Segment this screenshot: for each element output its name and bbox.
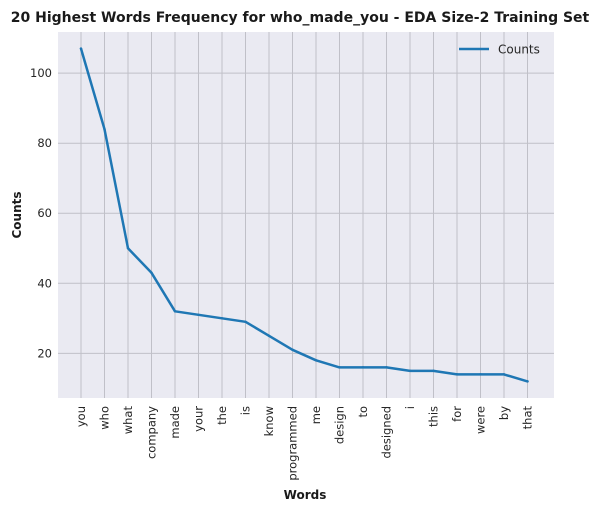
x-tick-label: by: [497, 406, 511, 420]
y-axis-label: Counts: [10, 191, 24, 238]
data-point-company: [150, 271, 153, 274]
y-tick-label: 40: [37, 276, 52, 290]
x-tick-label: designed: [380, 406, 394, 459]
series-line-counts: [79, 47, 529, 383]
x-tick-label: design: [333, 406, 347, 444]
x-tick-label: programmed: [286, 406, 300, 481]
data-point-i: [408, 369, 412, 373]
x-tick-label: what: [121, 406, 135, 435]
chart-title: 20 Highest Words Frequency for who_made_…: [11, 10, 590, 26]
x-tick-label: who: [98, 406, 112, 430]
legend-label-counts: Counts: [498, 43, 540, 57]
data-point-the: [220, 317, 224, 320]
data-point-is: [244, 320, 247, 324]
x-tick-label: i: [403, 406, 417, 409]
x-tick-label: company: [145, 406, 159, 459]
x-tick-label: to: [356, 406, 370, 418]
x-axis-label: Words: [284, 488, 327, 502]
x-tick-label: made: [168, 406, 182, 439]
y-tick-labels: 20 40 60 80 100: [30, 66, 52, 360]
y-tick-label: 20: [37, 346, 52, 360]
data-point-who: [103, 127, 106, 131]
data-point-programmed: [291, 348, 294, 352]
x-tick-label: know: [262, 406, 276, 436]
x-tick-label: is: [239, 406, 253, 415]
legend: Counts: [459, 43, 540, 57]
x-tick-label: you: [74, 406, 88, 427]
plot-area: [58, 32, 554, 398]
data-point-this: [432, 369, 435, 373]
data-point-design: [338, 366, 341, 369]
x-tick-label: me: [309, 406, 323, 424]
x-tick-label: that: [521, 406, 535, 430]
data-point-know: [267, 334, 271, 338]
y-tick-label: 100: [30, 66, 52, 80]
data-point-you: [79, 47, 83, 50]
x-tick-labels: you who what company made your the is know progra…: [74, 406, 535, 481]
data-point-made: [173, 310, 177, 313]
data-point-designed: [385, 366, 388, 369]
x-tick-label: your: [192, 406, 206, 432]
data-point-for: [455, 373, 459, 376]
data-point-what: [126, 247, 130, 250]
x-tick-label: for: [450, 406, 464, 422]
data-point-by: [502, 373, 506, 376]
data-point-were: [479, 373, 482, 376]
data-point-me: [314, 359, 318, 362]
series-points: [79, 47, 529, 383]
x-tick-label: this: [427, 406, 441, 427]
x-tick-label: were: [474, 406, 488, 434]
data-point-that: [526, 380, 529, 383]
x-tick-label: the: [215, 406, 229, 425]
y-tick-label: 60: [37, 206, 52, 220]
data-point-to: [361, 366, 365, 369]
x-gridlines: [80, 32, 528, 398]
y-tick-label: 80: [37, 136, 52, 150]
y-gridlines: [58, 72, 554, 354]
data-point-your: [197, 313, 200, 317]
